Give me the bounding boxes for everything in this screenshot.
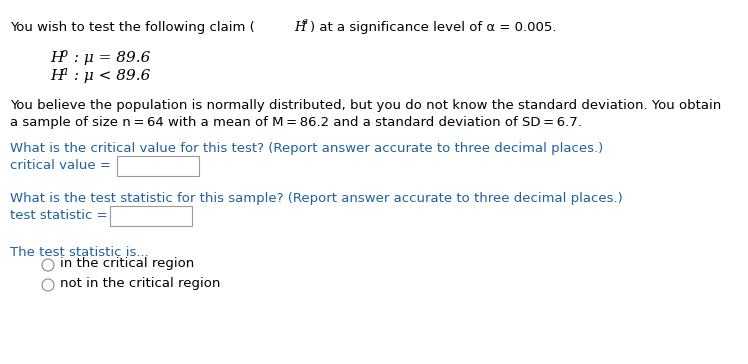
FancyBboxPatch shape [117,156,199,176]
Text: You believe the population is normally distributed, but you do not know the stan: You believe the population is normally d… [10,99,721,112]
Text: : μ = 89.6: : μ = 89.6 [69,51,150,65]
Circle shape [42,279,54,291]
Text: What is the test statistic for this sample? (Report answer accurate to three dec: What is the test statistic for this samp… [10,192,623,205]
Text: test statistic =: test statistic = [10,209,108,222]
Text: You wish to test the following claim (: You wish to test the following claim ( [10,21,255,34]
Text: ) at a significance level of α = 0.005.: ) at a significance level of α = 0.005. [310,21,557,34]
Text: H: H [50,69,64,83]
Text: o: o [61,47,68,60]
Text: in the critical region: in the critical region [60,257,194,270]
Text: : μ < 89.6: : μ < 89.6 [69,69,150,83]
Text: a: a [302,17,308,26]
FancyBboxPatch shape [110,206,192,226]
Text: critical value =: critical value = [10,159,111,172]
Text: H: H [50,51,64,65]
Circle shape [42,259,54,271]
Text: not in the critical region: not in the critical region [60,277,221,290]
Text: The test statistic is...: The test statistic is... [10,246,149,259]
Text: a: a [61,65,68,78]
Text: What is the critical value for this test? (Report answer accurate to three decim: What is the critical value for this test… [10,142,603,155]
Text: a sample of size n = 64 with a mean of M = 86.2 and a standard deviation of SD =: a sample of size n = 64 with a mean of M… [10,116,582,129]
Text: H: H [294,21,305,34]
